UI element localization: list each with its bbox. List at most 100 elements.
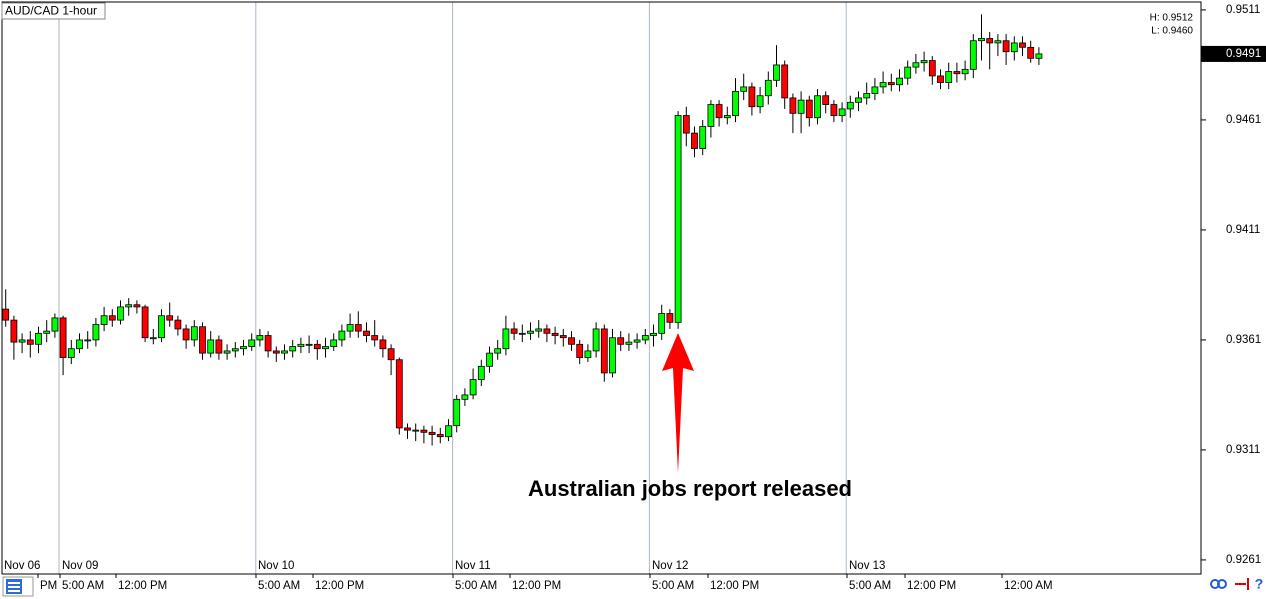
candle-body <box>264 335 272 352</box>
candle-body <box>855 97 862 103</box>
candle-body <box>551 332 559 336</box>
candle-body <box>149 337 157 340</box>
candle-body <box>748 86 756 108</box>
candle-body <box>199 326 206 354</box>
title-box <box>1 2 106 20</box>
x-tick-label: 5:00 AM <box>849 580 891 592</box>
candle-body <box>223 350 231 354</box>
candle-body <box>174 319 182 330</box>
candle-body <box>674 115 682 323</box>
candle-body <box>912 62 920 68</box>
candle-body <box>133 304 141 308</box>
x-tick-label: 12:00 PM <box>118 580 167 592</box>
candle-body <box>363 330 370 336</box>
candle-body <box>346 324 354 332</box>
candle-body <box>707 104 715 127</box>
candle-body <box>231 348 239 352</box>
candle-body <box>978 38 985 42</box>
candle-body <box>313 343 321 350</box>
candle-body <box>584 350 592 358</box>
x-tick-label: PM <box>40 580 57 592</box>
candle-body <box>182 328 190 341</box>
toolbar-icon[interactable] <box>2 576 34 597</box>
candle-body <box>338 330 346 341</box>
last-price-label: 0.9491 <box>1226 48 1261 60</box>
candle-body <box>715 104 723 119</box>
x-tick-label: 12:00 PM <box>512 580 561 592</box>
candle-body <box>920 60 928 64</box>
candle-body <box>166 315 174 321</box>
candle-body <box>617 337 625 345</box>
candle-body <box>969 40 977 70</box>
candle-body <box>994 40 1002 44</box>
candle-body <box>2 308 10 321</box>
candle-body <box>117 306 124 321</box>
candle-body <box>732 90 739 116</box>
candle-body <box>789 97 797 114</box>
candle-body <box>297 343 305 347</box>
candle-body <box>100 315 108 325</box>
candle-body <box>1010 42 1018 53</box>
candle-body <box>141 306 149 339</box>
help-icon[interactable]: ? <box>1255 576 1264 592</box>
candle-body <box>371 335 379 341</box>
candle-body <box>305 343 313 346</box>
candle-body <box>256 335 264 341</box>
candle-body <box>1002 40 1010 53</box>
candle-body <box>10 319 18 343</box>
candle-body <box>436 434 444 438</box>
candle-body <box>822 95 830 105</box>
candle-body <box>379 339 387 350</box>
candle-body <box>469 379 477 396</box>
candle-body <box>641 335 649 341</box>
candle-body <box>354 324 362 332</box>
x-tick-label: 12:00 AM <box>1004 580 1053 592</box>
candle-body <box>773 64 780 81</box>
candle-body <box>814 95 821 119</box>
candle-body <box>928 60 936 77</box>
candle-body <box>576 343 584 358</box>
candle-body <box>272 350 280 354</box>
candle-body <box>904 66 912 79</box>
candle-body <box>666 313 674 323</box>
candle-body <box>559 335 567 339</box>
chart-title: AUD/CAD 1-hour <box>5 4 97 18</box>
candle-body <box>51 317 59 332</box>
candle-body <box>535 328 543 332</box>
candle-body <box>461 394 469 400</box>
candle-body <box>691 132 698 149</box>
x-tick-label: 12:00 PM <box>907 580 956 592</box>
candle-body <box>240 346 247 350</box>
y-tick-label: 0.9311 <box>1226 444 1260 456</box>
date-label: Nov 09 <box>62 560 98 572</box>
candle-body <box>764 79 772 97</box>
candle-body <box>658 313 666 334</box>
candle-body <box>723 115 731 119</box>
y-tick-label: 0.9411 <box>1226 224 1260 236</box>
candle-body <box>453 398 461 427</box>
candle-body <box>494 348 502 354</box>
candle-body <box>43 330 51 334</box>
annotation: Australian jobs report released <box>528 476 852 501</box>
candle-body <box>797 99 805 114</box>
date-label: Nov 10 <box>258 560 294 572</box>
candle-body <box>502 328 510 350</box>
candle-body <box>953 71 961 75</box>
candle-body <box>527 330 534 334</box>
candle-body <box>35 332 42 345</box>
candle-body <box>830 104 838 116</box>
candle-body <box>650 332 657 336</box>
candle-body <box>592 328 600 352</box>
candle-body <box>108 315 116 321</box>
candle-body <box>330 339 338 347</box>
date-label: Nov 11 <box>455 560 491 572</box>
candle-body <box>404 427 411 431</box>
candle-body <box>281 350 288 354</box>
candle-body <box>18 339 26 343</box>
candle-body <box>543 328 551 334</box>
candle-body <box>322 346 329 350</box>
candle-body <box>67 348 75 358</box>
x-tick-label: 5:00 AM <box>258 580 300 592</box>
plot-frame <box>1 1 1202 575</box>
candle-body <box>568 337 575 345</box>
